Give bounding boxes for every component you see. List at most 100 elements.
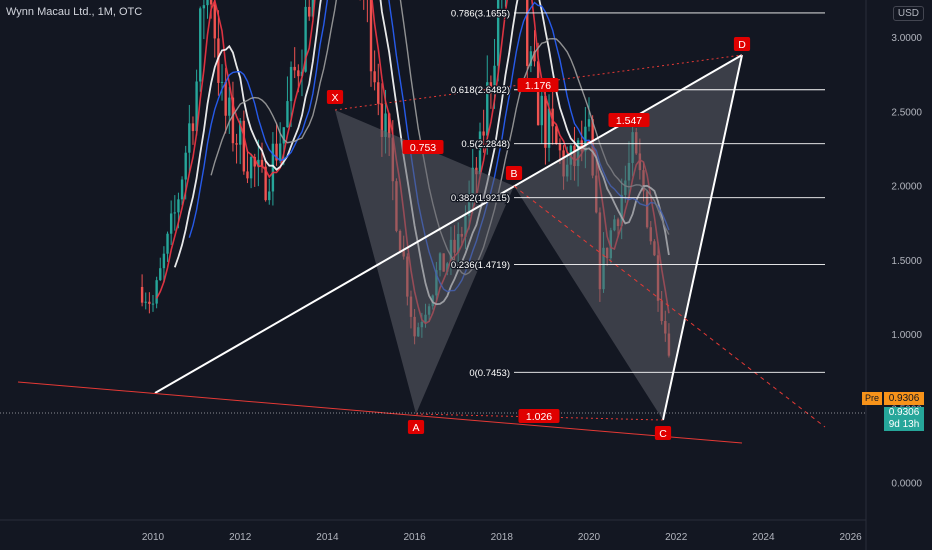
candle-body	[489, 82, 493, 87]
candle-body	[384, 113, 387, 137]
point-b-label-box	[505, 166, 523, 180]
price-tick-label: 1.0000	[891, 330, 922, 341]
point-b-label: B	[510, 168, 517, 180]
cd-leg-line[interactable]	[662, 54, 743, 421]
point-a-label-box	[407, 420, 425, 434]
candle-body	[242, 120, 246, 172]
candle-body	[297, 70, 300, 77]
candle-body	[555, 126, 558, 144]
bar-countdown: 9d 13h	[888, 419, 920, 430]
price-tick-label: 0.0000	[891, 479, 922, 490]
candle-body	[377, 82, 380, 104]
candle-body	[529, 51, 533, 66]
candle-body	[293, 66, 296, 71]
harmonic-pattern-layer[interactable]	[0, 54, 866, 444]
candle-body	[558, 143, 562, 151]
candle-body	[159, 268, 162, 281]
fib-level-label: 0.5(2.2848)	[461, 139, 510, 150]
candle-body	[213, 4, 216, 39]
ratio-xd-label: 1.176	[525, 80, 551, 92]
candle-body	[271, 143, 275, 192]
pattern-triangle-xab	[335, 110, 514, 414]
price-tick-label: 2.5000	[891, 107, 922, 118]
fib-levels-layer[interactable]: 1.618(5.7273)1(3.8244)0.786(3.1655)0.618…	[450, 0, 825, 380]
candle-body	[311, 0, 315, 17]
candle-body	[304, 6, 307, 72]
candle-body	[478, 131, 482, 175]
candle-body	[228, 97, 231, 116]
fib-level-label: 0.382(1.9215)	[451, 193, 510, 204]
point-c-label-box	[654, 426, 672, 440]
time-tick-label: 2026	[839, 532, 862, 543]
candle-body	[246, 171, 249, 179]
candle-body	[540, 95, 543, 126]
currency-button[interactable]: USD	[892, 6, 924, 21]
price-tick-label: 2.0000	[891, 182, 922, 193]
fib-level-label: 0.236(1.4719)	[451, 260, 510, 271]
candle-body	[547, 108, 551, 148]
pre-market-price-label: 0.9306	[884, 392, 924, 405]
symbol-title[interactable]: Wynn Macau Ltd., 1M, OTC	[6, 6, 143, 18]
candle-body	[206, 0, 209, 6]
candle-body	[536, 61, 540, 126]
candle-body	[151, 303, 155, 305]
candle-body	[268, 191, 271, 201]
ratio-ac-label: 1.026	[526, 411, 552, 423]
ratio-ac-label-box	[518, 409, 560, 423]
candle-body	[486, 82, 489, 136]
candle-body	[387, 113, 391, 138]
fib-level-label: 0.786(3.1655)	[451, 8, 510, 19]
time-axis[interactable]: 2010 2012 2014 2016 2018 2020 2022 2024 2026	[142, 532, 862, 543]
price-tick-label: 3.0000	[891, 33, 922, 44]
candle-body	[155, 280, 158, 304]
point-a-label: A	[412, 422, 419, 434]
point-x-label-box	[326, 90, 344, 104]
candle-body	[217, 38, 220, 83]
pattern-triangle-bcd	[514, 55, 742, 420]
fib-level-label: 0(0.7453)	[469, 368, 510, 379]
candle-body	[373, 71, 376, 83]
candle-body	[173, 212, 176, 214]
candle-body	[162, 253, 166, 269]
candle-body	[584, 126, 587, 152]
ratio-xb-label: 0.753	[410, 142, 436, 154]
candle-body	[282, 127, 285, 144]
candle-body	[257, 159, 260, 167]
candle-body	[380, 103, 384, 137]
candle-body	[184, 152, 187, 180]
candle-body	[231, 97, 235, 144]
candle-body	[526, 0, 529, 66]
red-dashed-projection[interactable]	[513, 185, 826, 428]
ratio-ad-label-box	[608, 113, 650, 127]
candle-body	[544, 95, 547, 148]
candle-body	[180, 179, 184, 200]
time-tick-label: 2016	[403, 532, 426, 543]
candle-body	[224, 81, 227, 116]
red-support-line[interactable]	[17, 381, 743, 444]
candle-body	[308, 6, 311, 17]
candle-body	[289, 66, 293, 102]
candle-body	[148, 301, 151, 304]
candle-body	[482, 131, 485, 136]
candle-body	[249, 156, 253, 179]
candle-body	[140, 286, 144, 303]
candle-body	[580, 140, 583, 152]
candle-body	[286, 101, 289, 128]
candle-body	[533, 51, 536, 62]
candle-body	[209, 0, 213, 5]
point-x-label: X	[331, 92, 338, 104]
time-tick-label: 2020	[578, 532, 601, 543]
ratio-xb-label-box	[402, 140, 444, 154]
candle-body	[195, 81, 198, 132]
candle-body	[278, 143, 282, 161]
point-d-label-box	[733, 37, 751, 51]
candle-body	[169, 213, 173, 234]
last-price-value: 0.9306	[888, 407, 920, 418]
time-tick-label: 2018	[491, 532, 514, 543]
candle-body	[253, 156, 256, 167]
white-trendline[interactable]	[154, 54, 743, 394]
candle-body	[275, 143, 278, 161]
time-tick-label: 2010	[142, 532, 165, 543]
